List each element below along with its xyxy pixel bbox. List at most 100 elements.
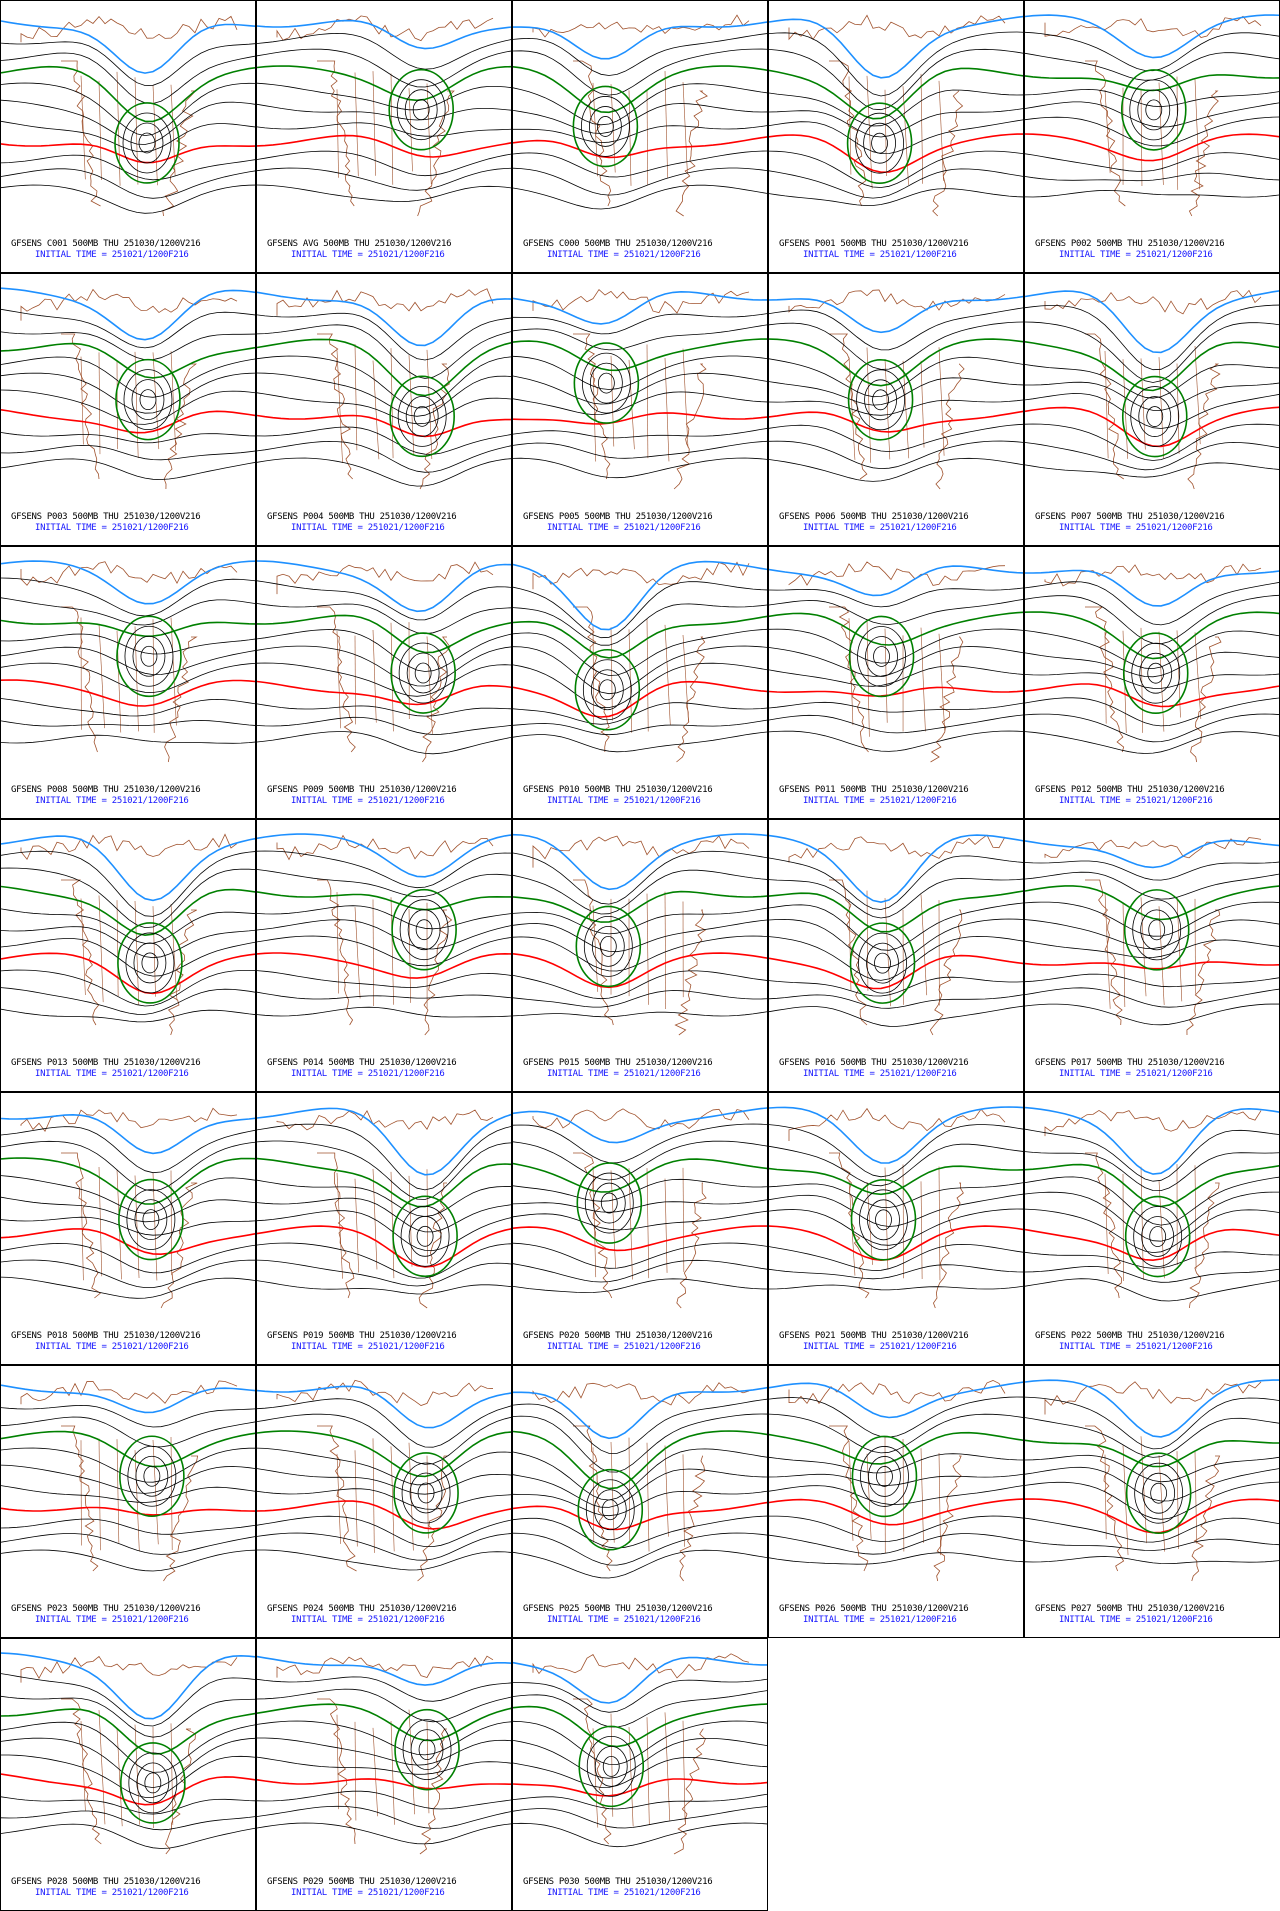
contour [1,1126,255,1174]
closed-low [393,1452,459,1534]
panel-label: GFSENS P021 500MB THU 251030/1200V216 [779,1331,969,1341]
closed-low [1124,1195,1191,1278]
contour [257,338,511,397]
contour [769,150,1023,188]
closed-low [599,936,617,957]
contour [769,188,1023,206]
contour [257,1737,511,1766]
contour [1,734,255,744]
contour [1,850,255,917]
map-panel: GFSENS P010 500MB THU 251030/1200V216 INI… [512,546,768,819]
closed-low [132,635,166,677]
panel-init-time: INITIAL TIME = 251021/1200F216 [547,523,701,533]
state-border [372,360,380,460]
contour [257,1242,511,1279]
contour [257,1413,511,1465]
state-border [1104,1454,1107,1540]
contour [769,686,1023,697]
state-border [646,893,649,1005]
coastline [1085,606,1125,753]
map-panel: GFSENS P008 500MB THU 251030/1200V216 INI… [0,546,256,819]
state-border [408,1175,413,1267]
contour [769,665,1023,687]
coastline [532,1108,750,1130]
panel-label: GFSENS P016 500MB THU 251030/1200V216 [779,1058,969,1068]
contour [1025,101,1279,128]
contour [1025,321,1279,383]
contour [1025,423,1279,461]
map [257,833,511,1036]
contour [1,1196,255,1223]
state-border [884,1167,889,1270]
map [1,833,255,1036]
contour [513,907,767,935]
contour [513,645,767,695]
contour [513,440,767,459]
state-border [1104,90,1111,174]
closed-low [410,1729,444,1771]
contour [1025,839,1279,869]
panel-init-time: INITIAL TIME = 251021/1200F216 [803,1615,957,1625]
coastline [20,833,238,861]
contour [257,662,511,697]
state-border [920,1181,923,1279]
map [769,561,1023,763]
state-border [592,1166,597,1278]
coastline [829,1425,869,1572]
contour [513,1123,767,1164]
state-border [610,627,613,721]
state-border [372,630,377,723]
state-border [1104,350,1109,459]
contour [769,295,1023,334]
contour [1,1447,255,1483]
closed-low [1150,1482,1168,1504]
contour [1025,74,1279,92]
contour [513,1386,767,1440]
map-panel: GFSENS P004 500MB THU 251030/1200V216 INI… [256,273,512,546]
contour [1025,939,1279,959]
state-border [408,1709,416,1815]
map [513,560,767,763]
closed-low [124,625,174,687]
contour [1025,683,1279,708]
closed-low [573,342,640,424]
map [769,834,1023,1036]
panel-init-time: INITIAL TIME = 251021/1200F216 [291,1342,445,1352]
contour [769,1431,1023,1465]
contour [513,313,767,335]
contour [257,134,511,158]
coastline [20,1655,238,1683]
coastline [532,1653,750,1679]
closed-low [408,1215,442,1257]
closed-low [576,1162,643,1244]
closed-low [856,369,905,431]
contour [257,103,511,121]
closed-low [398,642,448,704]
state-border [390,1720,395,1825]
contour [513,184,767,210]
panel-label: GFSENS P012 500MB THU 251030/1200V216 [1035,785,1225,795]
contour [257,1140,511,1200]
state-border [426,1455,429,1539]
state-border [1194,632,1202,719]
contour [257,312,511,361]
contour [257,457,511,487]
closed-low [144,1772,162,1794]
closed-low [583,916,633,977]
map [513,14,767,217]
panel-init-time: INITIAL TIME = 251021/1200F216 [291,1888,445,1898]
contour [257,1756,511,1775]
contour [513,391,767,416]
contour [513,33,767,76]
contour [257,1197,511,1233]
state-border [664,624,671,726]
closed-low [417,1482,435,1504]
state-border [682,1454,685,1547]
contour [257,869,511,898]
contour [1,356,255,398]
state-border [408,1442,414,1551]
contour [1,184,255,214]
contour [513,1259,767,1283]
coastline [532,835,750,868]
contour [769,1225,1023,1262]
